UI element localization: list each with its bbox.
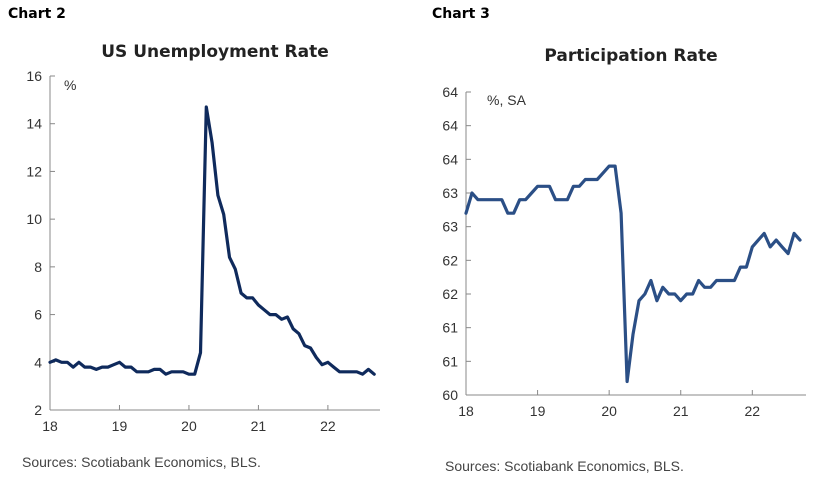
chart-3-series-line xyxy=(464,164,802,384)
chart-2-x-tick-label: 18 xyxy=(42,418,58,434)
chart-2-y-tick-label: 2 xyxy=(34,402,42,418)
chart-3-unit-label: %, SA xyxy=(487,92,527,108)
chart-3-y-tick-label: 62 xyxy=(442,286,458,302)
chart-3-y-tick-label: 61 xyxy=(442,353,458,369)
chart-2-x-tick-label: 22 xyxy=(320,418,336,434)
chart-2-x-tick-label: 19 xyxy=(112,418,128,434)
chart-2-title: US Unemployment Rate xyxy=(101,42,329,62)
chart-3-y-tick-label: 63 xyxy=(442,219,458,235)
chart-2-unit-label: % xyxy=(64,77,76,93)
chart-3-label: Chart 3 xyxy=(432,6,490,22)
chart-2-y-tick-label: 8 xyxy=(34,259,42,275)
chart-2-y-tick-label: 16 xyxy=(26,68,42,84)
chart-3-x-tick-label: 18 xyxy=(458,403,474,419)
chart-2-y-tick-label: 10 xyxy=(26,211,42,227)
chart-3-y-tick-label: 64 xyxy=(442,84,458,100)
chart-2-label: Chart 2 xyxy=(8,6,66,22)
chart-3-title: Participation Rate xyxy=(544,46,718,66)
chart-3-x-tick-label: 22 xyxy=(745,403,761,419)
chart-2-x-tick-label: 20 xyxy=(181,418,197,434)
chart-3-y-tick-label: 64 xyxy=(442,151,458,167)
chart-2-x-tick-label: 21 xyxy=(251,418,267,434)
chart-3-y-tick-label: 60 xyxy=(442,387,458,403)
chart-2-y-tick-label: 12 xyxy=(26,163,42,179)
chart-2-series-line xyxy=(48,105,376,376)
chart-2-y-tick-label: 14 xyxy=(26,116,42,132)
chart-3-x-tick-label: 19 xyxy=(530,403,546,419)
chart-3-y-tick-label: 64 xyxy=(442,118,458,134)
chart-3-x-tick-label: 20 xyxy=(601,403,617,419)
chart-3-x-tick-label: 21 xyxy=(673,403,689,419)
chart-2-y-tick-label: 4 xyxy=(34,354,42,370)
chart-2-y-tick-label: 6 xyxy=(34,307,42,323)
chart-3-y-tick-label: 61 xyxy=(442,320,458,336)
chart-3-source: Sources: Scotiabank Economics, BLS. xyxy=(445,458,684,474)
chart-2-source: Sources: Scotiabank Economics, BLS. xyxy=(22,454,261,470)
chart-3-y-tick-label: 62 xyxy=(442,252,458,268)
chart-3-y-tick-label: 63 xyxy=(442,185,458,201)
